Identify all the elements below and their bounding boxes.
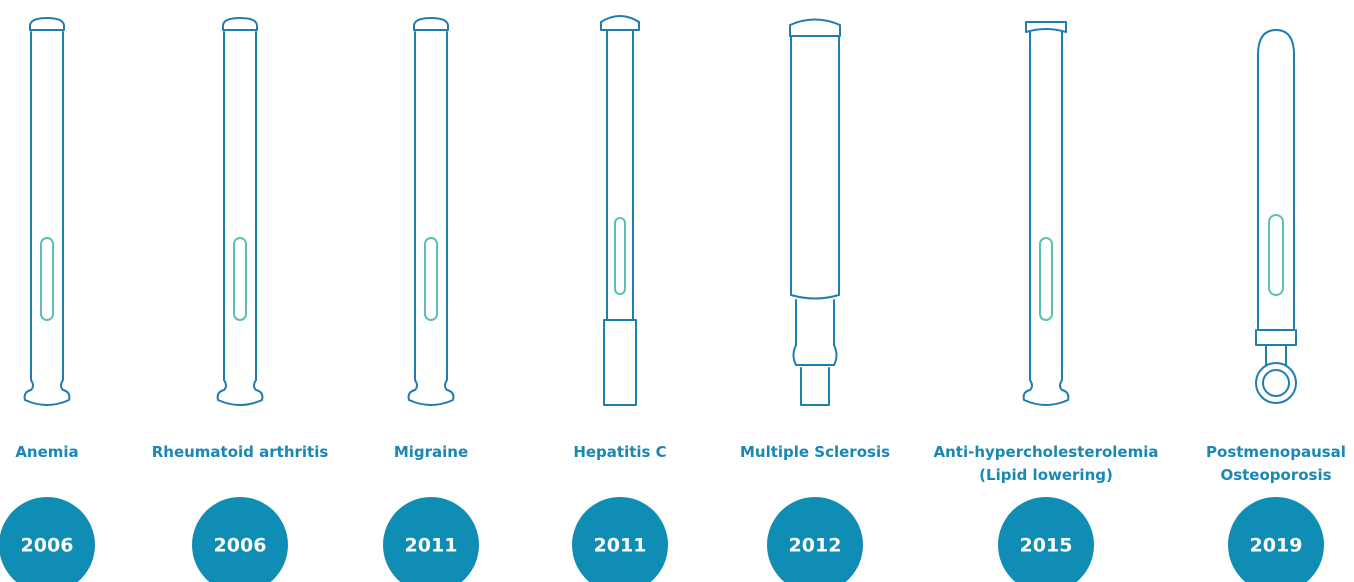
pen-item: Rheumatoid arthritis 2006 (152, 18, 329, 582)
pen-outline (409, 32, 454, 405)
pen-item: Hepatitis C 2011 (572, 16, 668, 582)
year-text: 2012 (789, 535, 842, 557)
pen-outline (1024, 32, 1069, 405)
pen-cap (790, 20, 840, 37)
pen-label: Rheumatoid arthritis (152, 443, 329, 461)
pen-item: Multiple Sclerosis 2012 (740, 20, 890, 582)
pen-label: Hepatitis C (573, 443, 666, 461)
pen-item: Migraine 2011 (383, 18, 479, 582)
pen-cap (30, 18, 64, 30)
pen-item: Anti-hypercholesterolemia (Lipid lowering… (934, 22, 1159, 582)
pen-label: Anemia (15, 443, 78, 461)
pen-outline (607, 30, 633, 320)
pen-lower (604, 320, 636, 405)
year-text: 2011 (594, 535, 647, 557)
pen-window (1040, 238, 1052, 320)
pen-cap (414, 18, 448, 30)
pen-label: Multiple Sclerosis (740, 443, 890, 461)
pen-window (41, 238, 53, 320)
pen-outline (218, 32, 263, 405)
year-text: 2006 (214, 535, 267, 557)
pen-outline (1258, 30, 1294, 330)
pen-window (234, 238, 246, 320)
pen-outline (791, 36, 839, 299)
pen-item: Postmenopausal Osteoporosis 2019 (1206, 30, 1346, 582)
pen-cap (1026, 22, 1066, 32)
pen-label: Migraine (394, 443, 468, 461)
pen-item: Anemia 2006 (0, 18, 95, 582)
pen-window (425, 238, 437, 320)
pen-timeline: Anemia 2006 Rheumatoid arthritis 2006 Migrai… (0, 0, 1354, 582)
year-text: 2019 (1250, 535, 1303, 557)
year-text: 2015 (1020, 535, 1073, 557)
pen-label: Osteoporosis (1220, 466, 1331, 484)
pen-label: Anti-hypercholesterolemia (934, 443, 1159, 461)
pen-window (615, 218, 625, 294)
pen-label: (Lipid lowering) (979, 466, 1113, 484)
pen-outline (25, 32, 70, 405)
pen-ring-inner (1263, 370, 1289, 396)
year-text: 2011 (405, 535, 458, 557)
pen-label: Postmenopausal (1206, 443, 1346, 461)
page: {"items": [ {"label_lines": ["Anemia"], … (0, 0, 1354, 582)
pen-lower (794, 300, 837, 365)
pen-collar (1256, 330, 1296, 345)
pen-window (1269, 215, 1283, 295)
pen-tip (801, 368, 829, 405)
year-text: 2006 (21, 535, 74, 557)
pen-cap (601, 16, 639, 30)
pen-cap (223, 18, 257, 30)
